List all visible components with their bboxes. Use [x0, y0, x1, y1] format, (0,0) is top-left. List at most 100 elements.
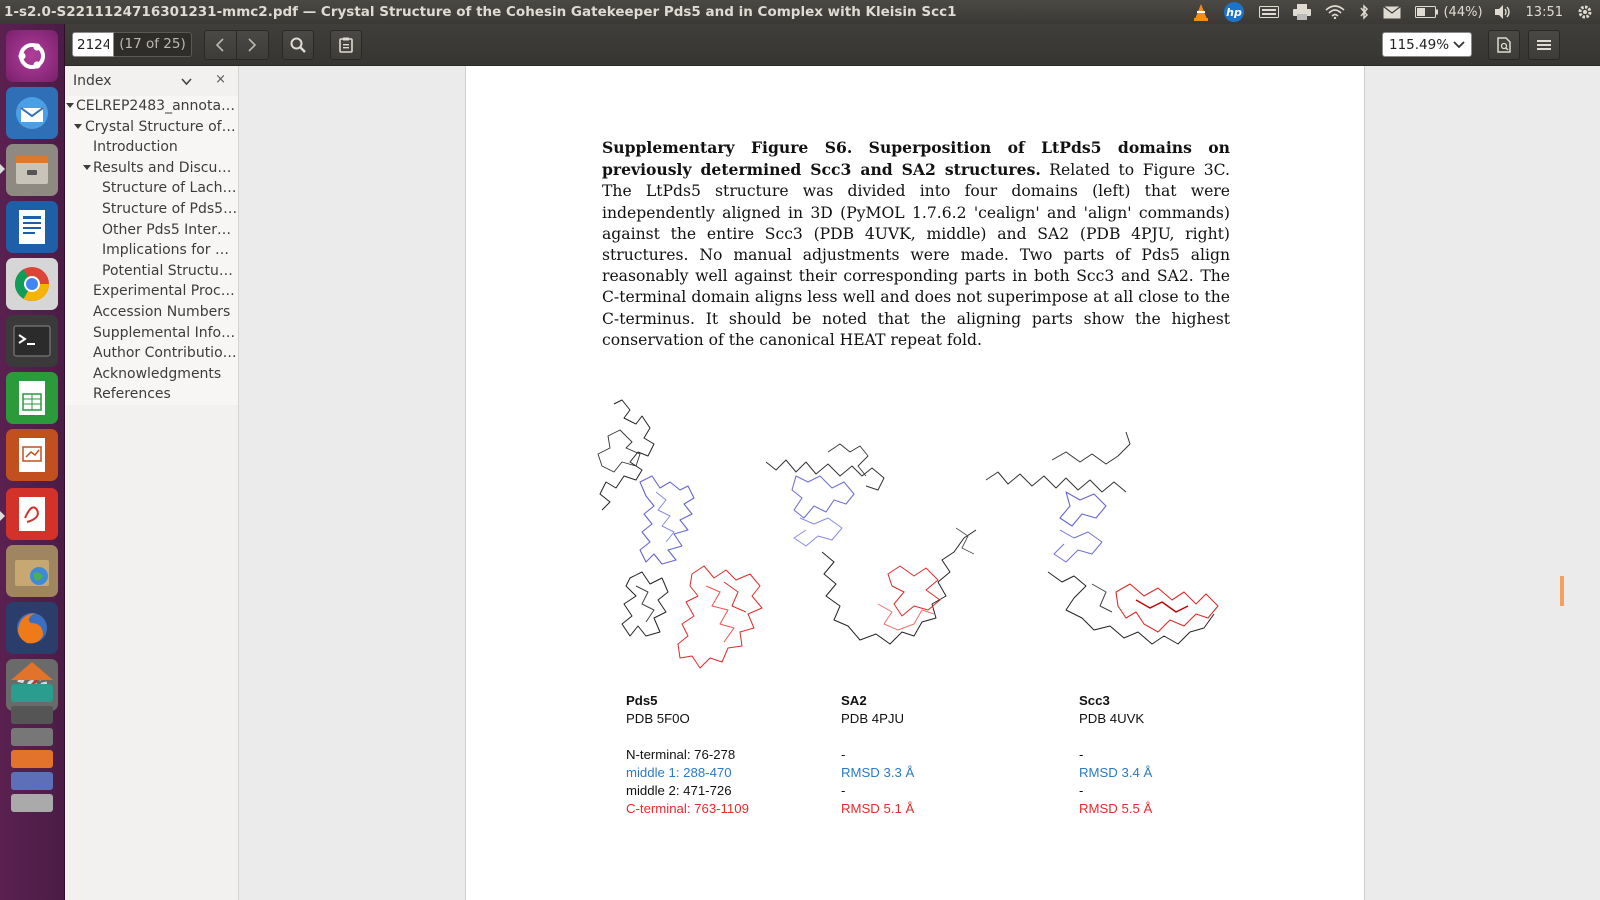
- tree-item[interactable]: Results and Discussion: [65, 158, 238, 179]
- sidebar-close-button[interactable]: ×: [215, 72, 226, 87]
- expander-down-icon[interactable]: [83, 164, 91, 170]
- terminal-icon[interactable]: [6, 315, 58, 367]
- legend-row: RMSD 3.4 Å: [1079, 765, 1153, 780]
- figure-caption: Supplementary Figure S6. Superposition o…: [602, 137, 1230, 351]
- menu-button[interactable]: [1528, 30, 1560, 60]
- page-number-input[interactable]: [72, 32, 114, 57]
- battery-indicator[interactable]: (44%): [1408, 0, 1486, 24]
- scc3-structure-image: [985, 431, 1219, 645]
- running-indicator: [0, 164, 5, 174]
- tree-item[interactable]: Potential Structural Basis: [102, 262, 238, 279]
- chevron-down-icon: [1453, 40, 1465, 48]
- tree-item[interactable]: Experimental Procedures: [93, 283, 238, 300]
- legend-row: C-terminal: 763-1109: [626, 801, 749, 816]
- tree-item[interactable]: Author Contributions: [93, 345, 238, 362]
- printer-icon[interactable]: [1286, 0, 1318, 24]
- expander-down-icon[interactable]: [66, 103, 74, 108]
- legend-row: middle 2: 471-726: [626, 783, 732, 798]
- legend-row: middle 1: 288-470: [626, 765, 732, 780]
- tree-item[interactable]: Accession Numbers: [93, 303, 231, 320]
- unity-launcher: [0, 24, 65, 900]
- vlc-icon[interactable]: [1186, 0, 1216, 24]
- annotations-button[interactable]: [330, 30, 362, 60]
- tree-item[interactable]: References: [93, 386, 171, 403]
- legend-pdb: PDB 4UVK: [1079, 711, 1145, 726]
- legend-sa2: SA2 PDB 4PJU - RMSD 3.3 Å - RMSD 5.1 Å: [841, 692, 914, 818]
- stacked-apps-icon[interactable]: [6, 662, 58, 812]
- sidebar: Index × CELREP2483_annotated Crystal Str…: [65, 66, 239, 900]
- legend-title: Pds5: [626, 693, 658, 708]
- sidebar-title: Index: [73, 73, 112, 89]
- sa2-structure-image: [765, 443, 977, 645]
- calc-icon[interactable]: [6, 372, 58, 424]
- legend-row: RMSD 5.1 Å: [841, 801, 915, 816]
- legend-row: -: [841, 783, 846, 798]
- legend-pdb: PDB 5F0O: [626, 711, 690, 726]
- running-indicator: [0, 511, 5, 521]
- legend-pdb: PDB 4PJU: [841, 711, 905, 726]
- caption-heading: Supplementary Figure S6. Superposition o…: [602, 138, 1230, 180]
- hamburger-menu-icon: [1537, 40, 1551, 50]
- volume-icon[interactable]: [1487, 0, 1519, 24]
- tree-item[interactable]: CELREP2483_annotated: [65, 96, 238, 117]
- svg-text:hp: hp: [1227, 6, 1243, 19]
- page-nav-group: [204, 30, 269, 60]
- document-properties-button[interactable]: [1488, 30, 1520, 60]
- legend-row: N-terminal: 76-278: [626, 747, 736, 762]
- tree-item[interactable]: Acknowledgments: [93, 365, 222, 382]
- scroll-position-marker[interactable]: [1560, 576, 1564, 606]
- clock[interactable]: 13:51: [1525, 4, 1563, 20]
- firefox-icon[interactable]: [6, 602, 58, 654]
- tree-item[interactable]: Implications for Cohesin: [102, 242, 238, 259]
- legend-row: -: [1079, 747, 1084, 762]
- thunderbird-icon[interactable]: [6, 87, 58, 139]
- tree-item[interactable]: Structure of Pds5 in Complex with Scc1: [102, 200, 238, 217]
- chevron-right-icon: [248, 38, 257, 52]
- chrome-icon[interactable]: [6, 258, 58, 310]
- pds5-structure-image: [597, 399, 763, 669]
- impress-icon[interactable]: [6, 429, 58, 481]
- tree-item[interactable]: Other Pds5 Interactions: [102, 221, 238, 238]
- document-area[interactable]: Supplementary Figure S6. Superposition o…: [239, 66, 1600, 900]
- chevron-left-icon: [216, 38, 224, 52]
- legend-row: RMSD 5.5 Å: [1079, 801, 1153, 816]
- legend-row: RMSD 3.3 Å: [841, 765, 915, 780]
- archive-globe-icon[interactable]: [6, 545, 58, 597]
- settings-gear-icon[interactable]: [1570, 0, 1600, 24]
- expander-down-icon[interactable]: [74, 123, 82, 129]
- tree-item[interactable]: Structure of Lachancea thermotolerans Pd…: [102, 180, 238, 197]
- sidebar-view-dropdown[interactable]: [181, 74, 192, 90]
- hp-icon[interactable]: hp: [1216, 0, 1252, 24]
- pdf-page: Supplementary Figure S6. Superposition o…: [465, 66, 1365, 900]
- zoom-select[interactable]: 115.49%: [1382, 32, 1472, 57]
- structure-superposition-figure: [597, 399, 1219, 669]
- tree-item[interactable]: Introduction: [93, 139, 178, 156]
- window-title: 1-s2.0-S2211124716301231-mmc2.pdf — Crys…: [4, 4, 957, 20]
- search-button[interactable]: [282, 30, 314, 60]
- legend-title: Scc3: [1079, 693, 1110, 708]
- tree-item[interactable]: Crystal Structure of the Cohesin Gatekee…: [65, 117, 238, 138]
- chevron-down-icon: [181, 78, 192, 86]
- mail-icon[interactable]: [1376, 0, 1408, 24]
- previous-page-button[interactable]: [205, 31, 237, 59]
- index-tree: CELREP2483_annotated Crystal Structure o…: [65, 96, 238, 405]
- page-count-label: (17 of 25): [114, 32, 192, 57]
- keyboard-icon[interactable]: [1252, 0, 1286, 24]
- ubuntu-dash-icon[interactable]: [6, 30, 58, 82]
- legend-scc3: Scc3 PDB 4UVK - RMSD 3.4 Å - RMSD 5.5 Å: [1079, 692, 1152, 818]
- files-icon[interactable]: [6, 144, 58, 196]
- document-viewer-icon[interactable]: [6, 488, 58, 540]
- search-icon: [290, 37, 306, 53]
- tree-item[interactable]: Supplemental Information: [93, 324, 238, 341]
- caption-body: Related to Figure 3C. The LtPds5 structu…: [602, 161, 1230, 349]
- viewer-toolbar: (17 of 25) 115.49%: [65, 24, 1600, 66]
- legend-row: -: [841, 747, 846, 762]
- battery-icon: [1415, 6, 1439, 18]
- next-page-button[interactable]: [237, 31, 268, 59]
- document-search-icon: [1497, 37, 1511, 53]
- battery-percent: (44%): [1443, 4, 1483, 20]
- writer-icon[interactable]: [6, 201, 58, 253]
- bluetooth-icon[interactable]: [1352, 0, 1376, 24]
- wifi-icon[interactable]: [1318, 0, 1352, 24]
- legend-title: SA2: [841, 693, 867, 708]
